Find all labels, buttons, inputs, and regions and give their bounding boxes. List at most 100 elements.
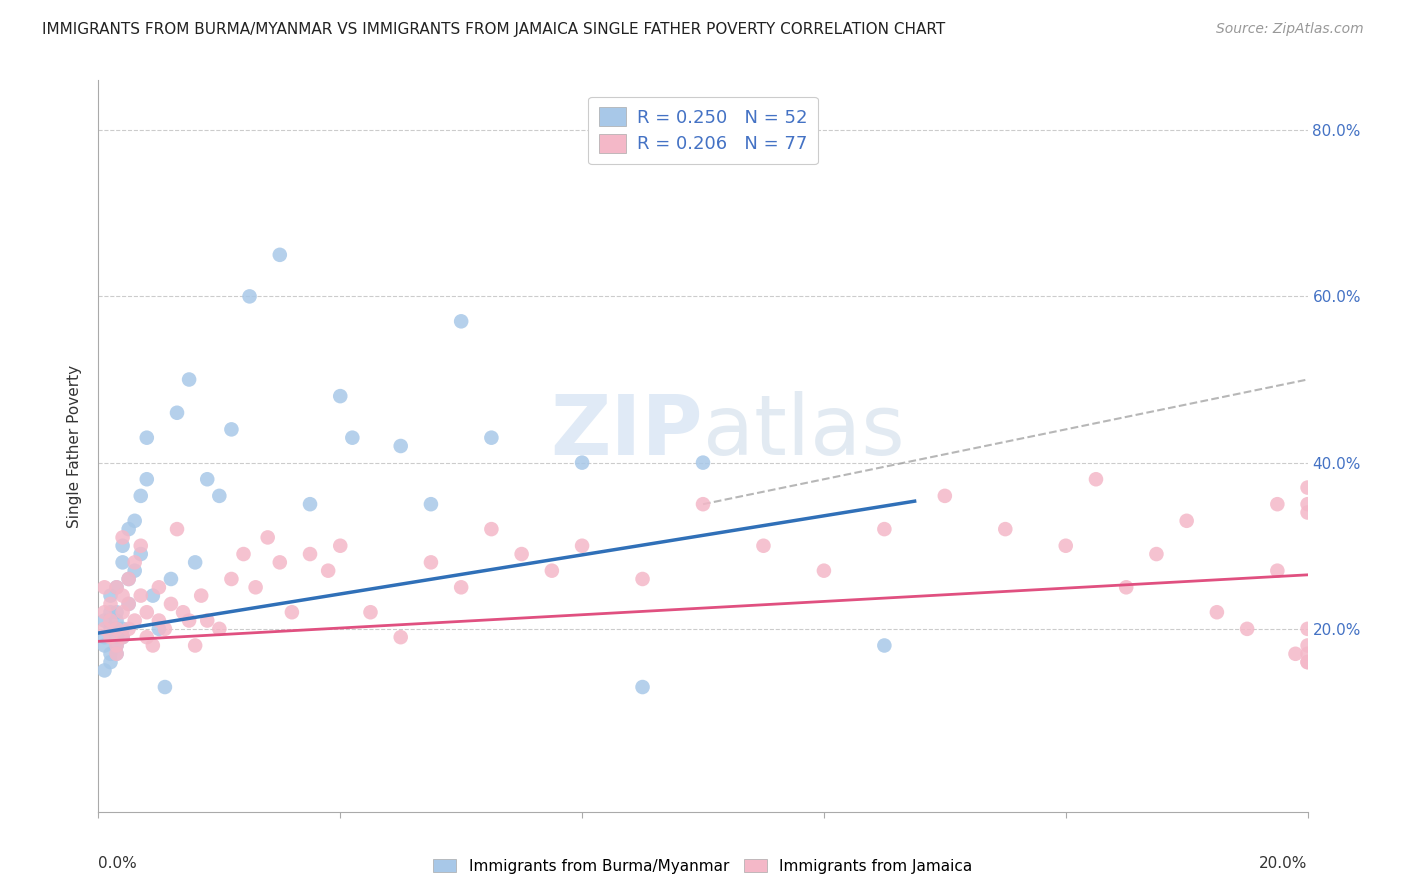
Point [389, 630, 412, 644]
Point [571, 456, 593, 470]
Point [571, 539, 593, 553]
Point [105, 605, 128, 619]
Point [105, 622, 128, 636]
Point [172, 605, 194, 619]
Point [245, 580, 267, 594]
Point [692, 456, 714, 470]
Point [752, 539, 775, 553]
Point [481, 522, 503, 536]
Point [692, 497, 714, 511]
Point [105, 622, 128, 636]
Point [269, 248, 291, 262]
Point [269, 555, 291, 569]
Point [135, 605, 157, 619]
Point [873, 639, 896, 653]
Point [1236, 622, 1258, 636]
Point [208, 622, 231, 636]
Point [111, 539, 134, 553]
Point [111, 555, 134, 569]
Point [420, 555, 443, 569]
Point [93, 580, 115, 594]
Point [100, 630, 122, 644]
Point [813, 564, 835, 578]
Point [195, 614, 218, 628]
Point [316, 564, 339, 578]
Point [118, 572, 141, 586]
Point [934, 489, 956, 503]
Legend: Immigrants from Burma/Myanmar, Immigrants from Jamaica: Immigrants from Burma/Myanmar, Immigrant… [427, 853, 979, 880]
Point [281, 605, 304, 619]
Point [232, 547, 254, 561]
Point [994, 522, 1017, 536]
Point [142, 639, 165, 653]
Point [166, 522, 188, 536]
Point [111, 530, 134, 544]
Point [1284, 647, 1306, 661]
Point [160, 597, 183, 611]
Point [299, 547, 322, 561]
Point [129, 489, 152, 503]
Point [256, 530, 278, 544]
Point [540, 564, 562, 578]
Point [93, 639, 115, 653]
Point [93, 664, 115, 678]
Point [105, 580, 128, 594]
Point [129, 539, 152, 553]
Point [124, 555, 146, 569]
Point [481, 431, 503, 445]
Point [1296, 655, 1319, 669]
Point [1085, 472, 1108, 486]
Point [153, 680, 176, 694]
Point [360, 605, 382, 619]
Point [93, 614, 115, 628]
Point [129, 547, 152, 561]
Point [450, 580, 472, 594]
Point [124, 614, 146, 628]
Point [135, 472, 157, 486]
Point [124, 514, 146, 528]
Point [118, 622, 141, 636]
Point [100, 597, 122, 611]
Point [389, 439, 412, 453]
Point [93, 622, 115, 636]
Point [100, 605, 122, 619]
Point [1296, 647, 1319, 661]
Point [118, 522, 141, 536]
Point [93, 630, 115, 644]
Point [100, 614, 122, 628]
Point [299, 497, 322, 511]
Point [135, 630, 157, 644]
Point [100, 589, 122, 603]
Point [148, 614, 170, 628]
Text: 0.0%: 0.0% [98, 855, 138, 871]
Point [1296, 622, 1319, 636]
Point [118, 572, 141, 586]
Point [93, 605, 115, 619]
Point [105, 647, 128, 661]
Point [420, 497, 443, 511]
Point [221, 422, 243, 436]
Point [111, 630, 134, 644]
Point [105, 580, 128, 594]
Point [153, 622, 176, 636]
Point [111, 589, 134, 603]
Point [1296, 639, 1319, 653]
Text: Source: ZipAtlas.com: Source: ZipAtlas.com [1216, 22, 1364, 37]
Point [221, 572, 243, 586]
Point [208, 489, 231, 503]
Y-axis label: Single Father Poverty: Single Father Poverty [67, 365, 83, 527]
Point [100, 622, 122, 636]
Point [105, 639, 128, 653]
Text: IMMIGRANTS FROM BURMA/MYANMAR VS IMMIGRANTS FROM JAMAICA SINGLE FATHER POVERTY C: IMMIGRANTS FROM BURMA/MYANMAR VS IMMIGRA… [42, 22, 945, 37]
Point [118, 597, 141, 611]
Point [184, 555, 207, 569]
Point [631, 680, 654, 694]
Point [148, 622, 170, 636]
Point [190, 589, 212, 603]
Point [111, 605, 134, 619]
Point [631, 572, 654, 586]
Point [1115, 580, 1137, 594]
Point [1296, 655, 1319, 669]
Point [1296, 506, 1319, 520]
Point [873, 522, 896, 536]
